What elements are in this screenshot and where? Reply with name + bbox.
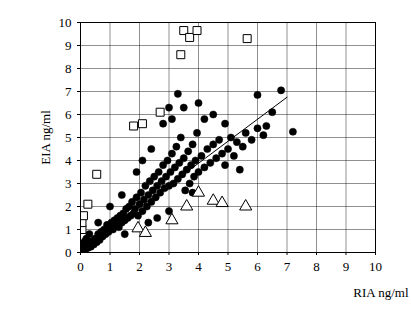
svg-text:0: 0	[77, 259, 84, 274]
svg-text:4: 4	[195, 259, 202, 274]
svg-text:1: 1	[65, 222, 72, 237]
svg-text:10: 10	[59, 15, 72, 30]
svg-text:3: 3	[166, 259, 173, 274]
svg-text:6: 6	[254, 259, 261, 274]
svg-text:3: 3	[65, 176, 72, 191]
svg-text:5: 5	[225, 259, 232, 274]
svg-text:9: 9	[65, 38, 72, 53]
svg-text:0: 0	[65, 245, 72, 260]
svg-text:6: 6	[65, 107, 72, 122]
svg-text:9: 9	[343, 259, 350, 274]
svg-text:4: 4	[65, 153, 72, 168]
svg-text:RIA ng/ml: RIA ng/ml	[353, 285, 409, 300]
svg-text:7: 7	[65, 84, 72, 99]
svg-text:1: 1	[107, 259, 114, 274]
svg-text:2: 2	[65, 199, 72, 214]
svg-text:EIA ng/ml: EIA ng/ml	[38, 110, 53, 165]
svg-text:10: 10	[369, 259, 382, 274]
svg-text:7: 7	[284, 259, 291, 274]
svg-text:2: 2	[136, 259, 143, 274]
svg-text:8: 8	[313, 259, 320, 274]
svg-text:5: 5	[65, 130, 72, 145]
svg-text:8: 8	[65, 61, 72, 76]
